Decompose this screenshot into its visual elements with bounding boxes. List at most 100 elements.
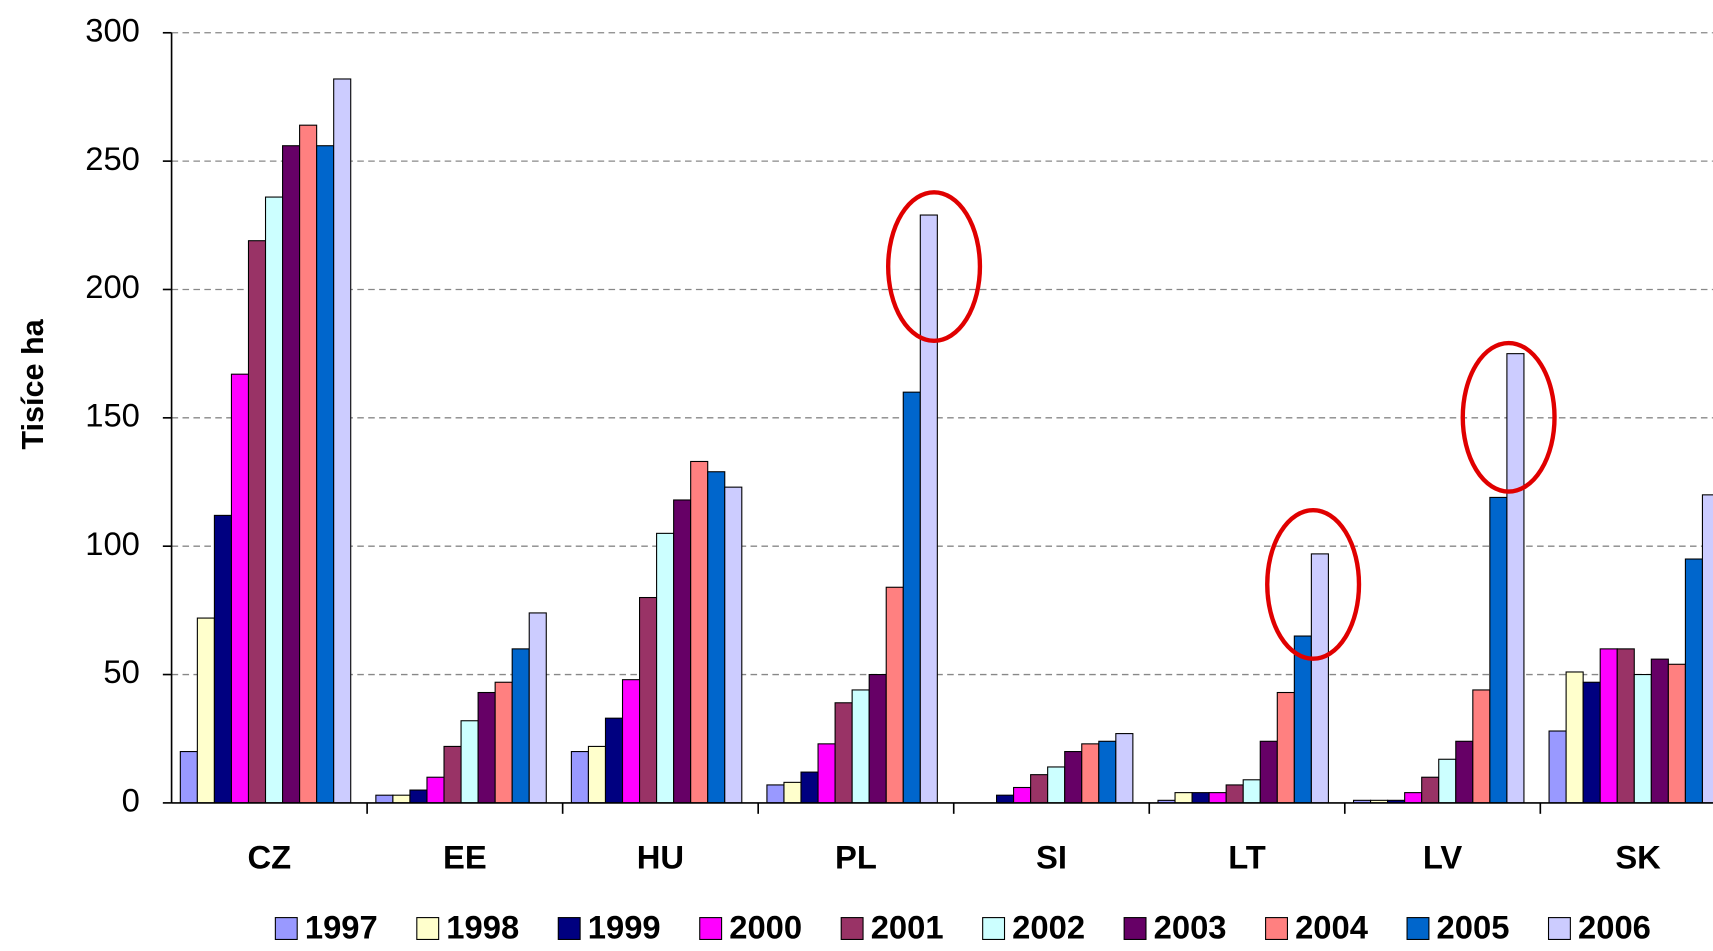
legend-swatch bbox=[1265, 917, 1288, 940]
bar bbox=[1013, 786, 1032, 804]
bar bbox=[656, 532, 675, 804]
legend-swatch bbox=[557, 917, 581, 940]
y-tick-label: 250 bbox=[85, 140, 140, 177]
bar bbox=[1684, 558, 1703, 804]
bar bbox=[995, 794, 1015, 804]
annotations bbox=[885, 190, 1557, 661]
bar bbox=[783, 781, 802, 804]
bar bbox=[213, 514, 232, 804]
legend-label: 2005 bbox=[1437, 908, 1510, 945]
bar bbox=[1404, 792, 1423, 804]
bar bbox=[1208, 792, 1227, 804]
bar bbox=[494, 681, 513, 804]
legend-label: 2006 bbox=[1578, 908, 1651, 945]
legend-label: 2002 bbox=[1012, 908, 1085, 945]
bar bbox=[1565, 671, 1584, 804]
bar bbox=[1472, 689, 1491, 804]
bar bbox=[868, 673, 887, 804]
legend-swatch bbox=[840, 917, 864, 940]
bar bbox=[800, 771, 819, 804]
legend-label: 1997 bbox=[305, 908, 378, 945]
legend-swatch bbox=[1406, 917, 1430, 940]
legend-label: 1999 bbox=[588, 908, 661, 945]
bar bbox=[282, 145, 301, 804]
bar bbox=[587, 745, 607, 804]
bar bbox=[299, 124, 318, 804]
bar bbox=[443, 745, 462, 804]
bar bbox=[1650, 658, 1669, 804]
bar bbox=[409, 789, 428, 804]
bar bbox=[1242, 779, 1261, 804]
bar bbox=[817, 743, 836, 804]
x-tick-label: LT bbox=[1228, 838, 1266, 875]
y-tick-label: 300 bbox=[85, 11, 140, 48]
x-tick-label: HU bbox=[637, 838, 684, 875]
bar bbox=[1599, 648, 1618, 804]
bar bbox=[570, 751, 589, 804]
bar bbox=[1438, 758, 1457, 804]
y-tick-label: 150 bbox=[85, 396, 140, 433]
bar bbox=[1310, 553, 1329, 804]
bar bbox=[724, 486, 743, 804]
bar bbox=[477, 691, 496, 804]
bar bbox=[1030, 774, 1049, 804]
bar bbox=[707, 471, 726, 804]
bar bbox=[1047, 766, 1066, 804]
y-tick-label: 100 bbox=[85, 525, 140, 562]
legend-swatch bbox=[1547, 917, 1571, 940]
bar bbox=[1115, 733, 1134, 804]
bar bbox=[1489, 496, 1508, 804]
y-tick-label: 200 bbox=[85, 268, 140, 305]
bar bbox=[1667, 663, 1686, 804]
legend-swatch bbox=[274, 917, 298, 940]
highlight-ellipse bbox=[885, 190, 983, 344]
bar bbox=[1064, 751, 1083, 804]
bar bbox=[1506, 353, 1525, 804]
y-tick-label: 50 bbox=[103, 653, 139, 690]
bar bbox=[766, 784, 785, 804]
x-tick-label: LV bbox=[1423, 838, 1463, 875]
bar bbox=[460, 720, 479, 804]
bar bbox=[639, 596, 658, 804]
bar bbox=[834, 702, 853, 804]
x-tick-label: EE bbox=[443, 838, 487, 875]
bar bbox=[1633, 673, 1652, 804]
bar bbox=[1548, 730, 1567, 804]
y-tick-label: 0 bbox=[122, 782, 140, 819]
legend-label: 2003 bbox=[1154, 908, 1227, 945]
legend-label: 2004 bbox=[1295, 908, 1369, 945]
bar bbox=[1582, 681, 1601, 804]
bar bbox=[604, 717, 624, 804]
bar bbox=[621, 679, 641, 804]
bar bbox=[851, 689, 870, 804]
bar bbox=[392, 794, 411, 804]
legend-label: 2001 bbox=[871, 908, 944, 945]
bar bbox=[333, 78, 352, 804]
x-tick-label: SK bbox=[1615, 838, 1661, 875]
bar bbox=[902, 391, 921, 804]
bar bbox=[426, 776, 445, 804]
bar bbox=[1081, 743, 1100, 804]
bar bbox=[1276, 691, 1295, 804]
bar bbox=[885, 586, 904, 804]
x-tick-label: SI bbox=[1036, 838, 1067, 875]
legend-swatch bbox=[1123, 917, 1147, 940]
bar bbox=[528, 612, 547, 804]
bar bbox=[673, 499, 692, 804]
highlight-ellipse bbox=[1460, 340, 1557, 494]
bar bbox=[1174, 792, 1193, 804]
x-tick-label: PL bbox=[835, 838, 877, 875]
legend-label: 1998 bbox=[446, 908, 519, 945]
bar bbox=[316, 145, 335, 804]
bar bbox=[1701, 494, 1713, 804]
bar bbox=[375, 794, 394, 804]
bar bbox=[247, 240, 267, 804]
legend-swatch bbox=[982, 917, 1006, 940]
bar bbox=[230, 373, 250, 804]
legend-swatch bbox=[699, 917, 723, 940]
legend: 1997 1998 1999 2000 2001 2002 2003 2004 2005 2006 bbox=[274, 908, 1651, 945]
bar bbox=[1225, 784, 1244, 804]
highlight-ellipse bbox=[1265, 507, 1362, 661]
legend-swatch bbox=[416, 917, 440, 940]
